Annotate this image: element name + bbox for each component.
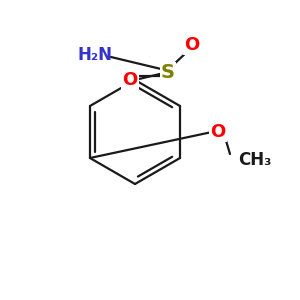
Text: S: S xyxy=(161,62,175,82)
Text: O: O xyxy=(122,71,138,89)
Text: O: O xyxy=(210,123,226,141)
Text: CH₃: CH₃ xyxy=(238,151,272,169)
Text: H₂N: H₂N xyxy=(77,46,112,64)
Text: O: O xyxy=(184,36,200,54)
